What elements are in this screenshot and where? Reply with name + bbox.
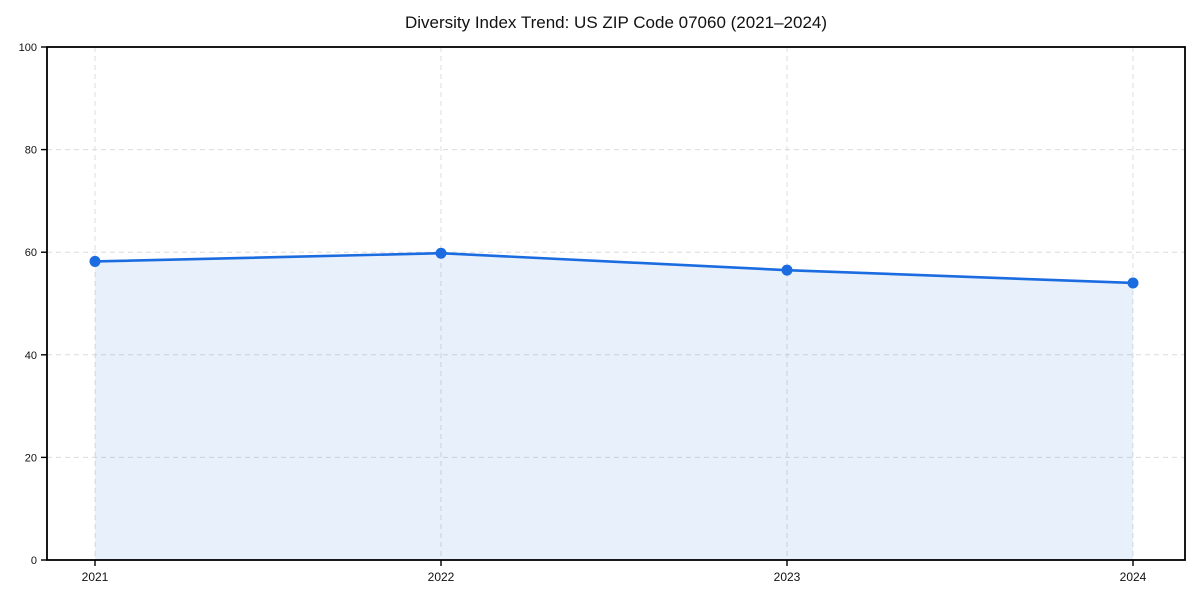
y-tick-label: 20 [25, 452, 37, 464]
trend-line [93, 251, 1135, 285]
x-tick-label: 2022 [428, 570, 455, 584]
data-point-2024 [1127, 277, 1139, 289]
y-tick-label: 40 [25, 350, 37, 362]
x-tick-label: 2021 [82, 570, 109, 584]
y-tick-label: 0 [31, 555, 37, 567]
y-tick-label: 60 [25, 247, 37, 259]
x-tick-label: 2024 [1120, 570, 1147, 584]
x-tick-label: 2023 [774, 570, 801, 584]
data-point-2021 [89, 255, 101, 267]
chart-title: Diversity Index Trend: US ZIP Code 07060… [404, 13, 828, 32]
y-tick-label: 100 [19, 42, 37, 54]
data-point-2023 [781, 264, 793, 276]
plot-border [46, 46, 1186, 561]
area-fill [95, 253, 1133, 560]
y-tick-label: 80 [25, 145, 37, 157]
data-point-2022 [435, 247, 447, 259]
